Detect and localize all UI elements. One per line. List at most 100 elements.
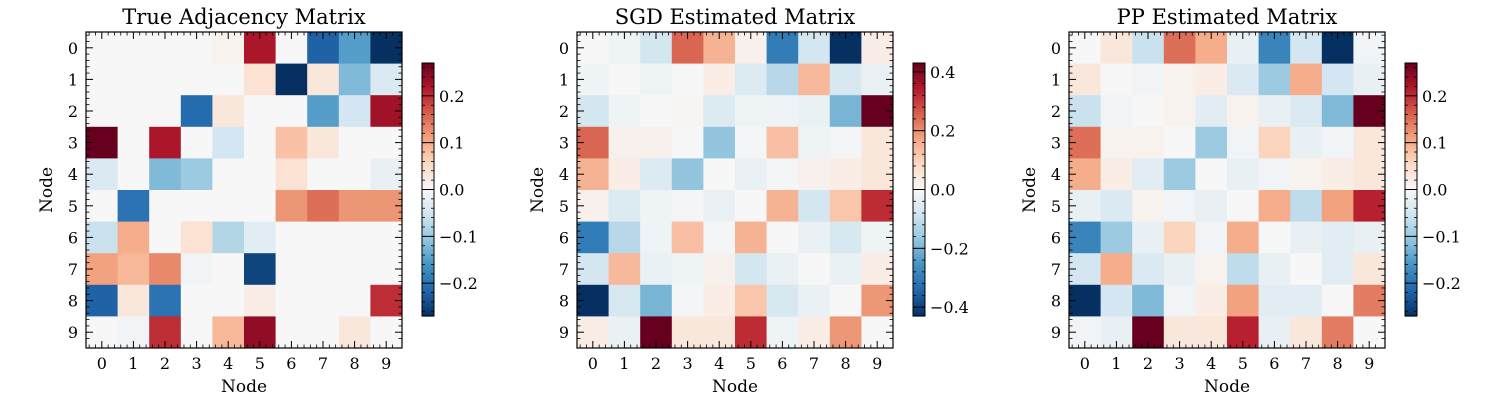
heatmap-cell [1290, 190, 1323, 223]
colorbar-segment [422, 299, 434, 302]
colorbar-segment [1405, 254, 1417, 258]
heatmap-cell [212, 253, 245, 286]
colorbar-segment [422, 75, 434, 79]
y-tick-label: 7 [1051, 260, 1061, 279]
colorbar-segment [422, 189, 434, 193]
colorbar-segment [913, 117, 925, 121]
heatmap-cell [766, 63, 799, 96]
colorbar-segment [422, 176, 434, 180]
colorbar-segment [913, 288, 925, 292]
colorbar-segment [422, 96, 434, 100]
colorbar-segment [913, 143, 925, 146]
colorbar-segment [913, 303, 925, 307]
colorbar-segment [913, 313, 925, 317]
y-tick-label: 5 [68, 197, 78, 216]
colorbar-segment [1405, 284, 1417, 288]
colorbar-segment [1405, 280, 1417, 283]
colorbar-segment [1405, 237, 1417, 241]
heatmap-cell [829, 126, 862, 159]
colorbar-segment [913, 267, 925, 271]
heatmap-cell [1290, 158, 1323, 191]
heatmap-cell [338, 95, 371, 128]
colorbar-segment [422, 166, 434, 170]
colorbar-segment [913, 63, 925, 66]
colorbar-segment [913, 119, 925, 123]
colorbar-segment [422, 105, 434, 108]
colorbar-segment [1405, 172, 1417, 176]
colorbar-segment [422, 187, 434, 191]
colorbar-segment [422, 183, 434, 186]
heatmap-cell [1290, 63, 1323, 96]
colorbar-tick-label: −0.1 [439, 227, 478, 246]
colorbar-segment [422, 303, 434, 307]
colorbar-segment [913, 149, 925, 153]
heatmap-cell [671, 158, 704, 191]
colorbar-segment [913, 113, 925, 117]
heatmap-cell [244, 63, 277, 96]
colorbar-segment [1405, 242, 1417, 245]
colorbar-segment [1405, 71, 1417, 75]
heatmap-cell [307, 190, 340, 223]
y-tick-label: 8 [559, 292, 569, 311]
colorbar-segment [913, 130, 925, 134]
colorbar-segment [913, 229, 925, 233]
colorbar-segment [422, 145, 434, 148]
x-tick-label: 5 [746, 354, 756, 373]
colorbar-segment [1405, 136, 1417, 140]
heatmap-cell [1132, 126, 1165, 159]
y-tick-label: 9 [68, 323, 78, 342]
heatmap-cell [1100, 190, 1133, 223]
heatmap-panel-1: 0 0 1 1 2 2 3 3 4 4 5 5 6 6 7 7 8 8 9 9 SGD Estimated Matrix… [528, 5, 969, 397]
x-axis-label: Node [1204, 377, 1250, 397]
colorbar-segment [1405, 216, 1417, 220]
heatmap-cell [671, 284, 704, 317]
heatmap-cell [1100, 126, 1133, 159]
colorbar: −0.2 −0.1 0.0 0.1 0.2 [421, 62, 478, 317]
colorbar-tick-label: −0.2 [930, 239, 969, 258]
colorbar-segment [913, 246, 925, 250]
heatmap-cell [117, 95, 150, 128]
heatmap-cell [1100, 63, 1133, 96]
heatmap-cell [1227, 284, 1260, 317]
heatmap-cell [1163, 284, 1196, 317]
heatmap-cell [766, 158, 799, 191]
colorbar-segment [913, 193, 925, 197]
colorbar-segment [913, 261, 925, 264]
colorbar-segment [422, 288, 434, 292]
colorbar-segment [1405, 157, 1417, 161]
colorbar-segment [913, 79, 925, 83]
y-tick-label: 9 [559, 323, 569, 342]
colorbar-segment [913, 263, 925, 266]
colorbar-segment [422, 181, 434, 184]
heatmap-cell [798, 158, 831, 191]
heatmap-cell [338, 126, 371, 159]
colorbar-segment [422, 242, 434, 245]
colorbar-segment [913, 301, 925, 304]
colorbar-segment [913, 105, 925, 108]
colorbar-segment [1405, 168, 1417, 172]
colorbar-segment [1405, 113, 1417, 117]
y-tick-label: 8 [68, 292, 78, 311]
colorbar-segment [422, 227, 434, 231]
y-tick-label: 5 [559, 197, 569, 216]
colorbar-segment [913, 221, 925, 224]
heatmap-cell [735, 158, 768, 191]
colorbar-segment [1405, 122, 1417, 125]
heatmap-cell [766, 95, 799, 128]
colorbar-segment [1405, 305, 1417, 309]
colorbar-segment [1405, 147, 1417, 151]
colorbar-segment [913, 282, 925, 285]
colorbar-segment [913, 256, 925, 260]
colorbar-segment [1405, 294, 1417, 298]
colorbar-segment [913, 237, 925, 241]
colorbar-segment [1405, 219, 1417, 222]
colorbar-segment [1405, 84, 1417, 87]
colorbar-segment [1405, 77, 1417, 81]
colorbar-segment [913, 71, 925, 75]
heatmap-cell [1100, 95, 1133, 128]
colorbar-segment [1405, 124, 1417, 127]
colorbar-segment [1405, 275, 1417, 279]
heatmap-cell [1227, 221, 1260, 254]
colorbar-segment [1405, 269, 1417, 273]
colorbar-segment [422, 290, 434, 294]
